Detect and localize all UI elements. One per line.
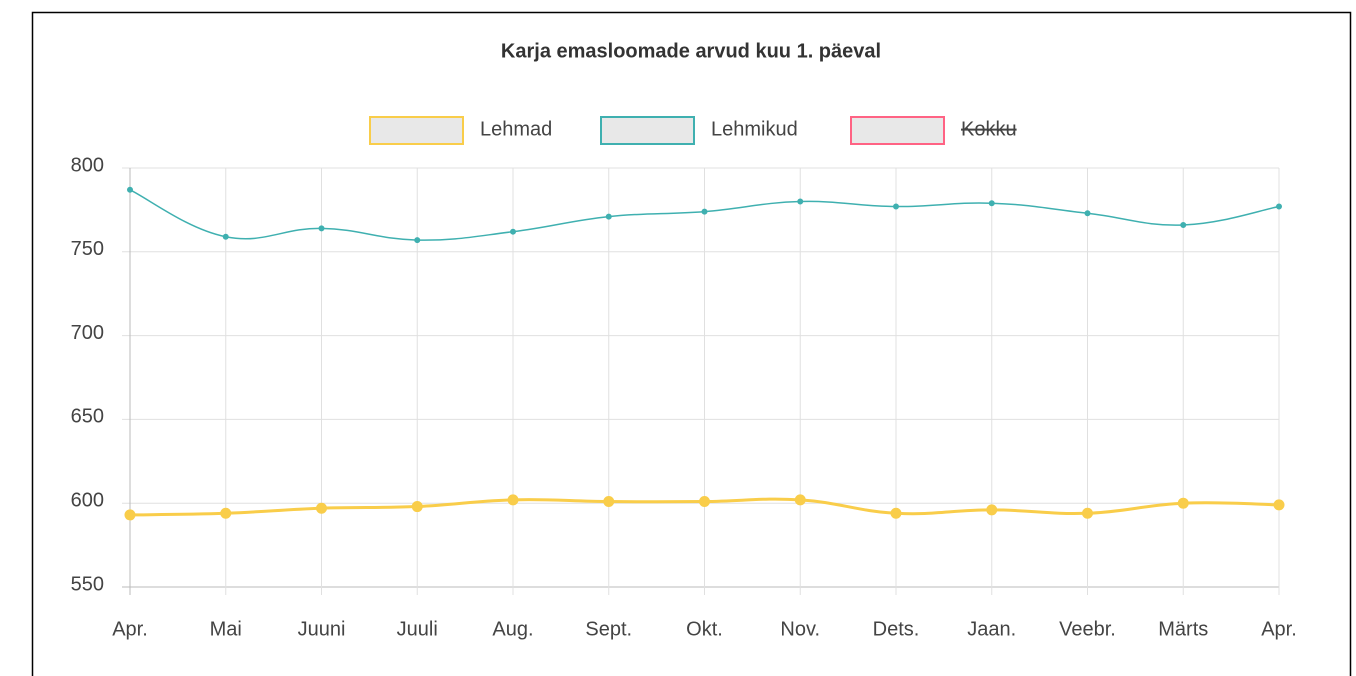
x-tick-label: Dets. bbox=[873, 618, 920, 640]
data-point bbox=[699, 496, 710, 508]
data-point bbox=[794, 494, 806, 506]
x-tick-label: Sept. bbox=[585, 618, 632, 640]
x-tick-label: Mai bbox=[210, 618, 242, 640]
x-tick-label: Juuni bbox=[298, 618, 346, 640]
x-tick-label: Märts bbox=[1158, 618, 1208, 640]
legend-swatch[interactable] bbox=[850, 116, 945, 145]
legend-label[interactable]: Lehmad bbox=[480, 118, 552, 140]
data-point bbox=[797, 198, 804, 205]
chart-title: Karja emasloomade arvud kuu 1. päeval bbox=[501, 40, 881, 62]
x-tick-label: Okt. bbox=[686, 618, 723, 640]
x-tick-label: Juuli bbox=[397, 618, 438, 640]
x-tick-label: Aug. bbox=[492, 618, 533, 640]
y-tick-label: 800 bbox=[71, 154, 104, 176]
data-point bbox=[603, 496, 615, 508]
data-point bbox=[988, 200, 995, 207]
data-point bbox=[701, 208, 708, 215]
data-point bbox=[1180, 221, 1187, 228]
data-point bbox=[1084, 210, 1091, 217]
x-tick-label: Jaan. bbox=[967, 618, 1016, 640]
data-point bbox=[127, 186, 133, 193]
x-tick-label: Veebr. bbox=[1059, 618, 1116, 640]
legend-swatch[interactable] bbox=[369, 116, 464, 145]
data-point bbox=[605, 213, 612, 220]
data-point bbox=[890, 507, 902, 519]
data-point bbox=[893, 203, 899, 210]
legend-label[interactable]: Lehmikud bbox=[711, 118, 798, 140]
x-tick-label: Nov. bbox=[780, 618, 820, 640]
data-point bbox=[986, 504, 998, 516]
legend-swatch[interactable] bbox=[600, 116, 695, 145]
data-point bbox=[318, 225, 325, 232]
data-point bbox=[1276, 203, 1282, 210]
y-tick-label: 750 bbox=[71, 238, 104, 260]
data-point bbox=[220, 507, 232, 519]
legend-label[interactable]: Kokku bbox=[961, 118, 1017, 140]
data-point bbox=[124, 509, 136, 521]
data-point bbox=[414, 237, 421, 244]
data-point bbox=[1082, 507, 1093, 519]
data-point bbox=[411, 501, 423, 513]
y-tick-label: 550 bbox=[71, 573, 104, 595]
data-point bbox=[316, 502, 327, 514]
data-point bbox=[1273, 499, 1285, 511]
y-tick-label: 650 bbox=[71, 406, 104, 428]
data-point bbox=[222, 233, 229, 240]
data-point bbox=[510, 228, 516, 235]
y-tick-label: 700 bbox=[71, 322, 104, 344]
frame bbox=[31, 11, 1352, 676]
y-tick-label: 600 bbox=[71, 489, 104, 511]
data-point bbox=[507, 494, 519, 506]
data-point bbox=[1177, 497, 1189, 509]
x-tick-label: Apr. bbox=[1261, 618, 1297, 640]
x-tick-label: Apr. bbox=[112, 618, 148, 640]
